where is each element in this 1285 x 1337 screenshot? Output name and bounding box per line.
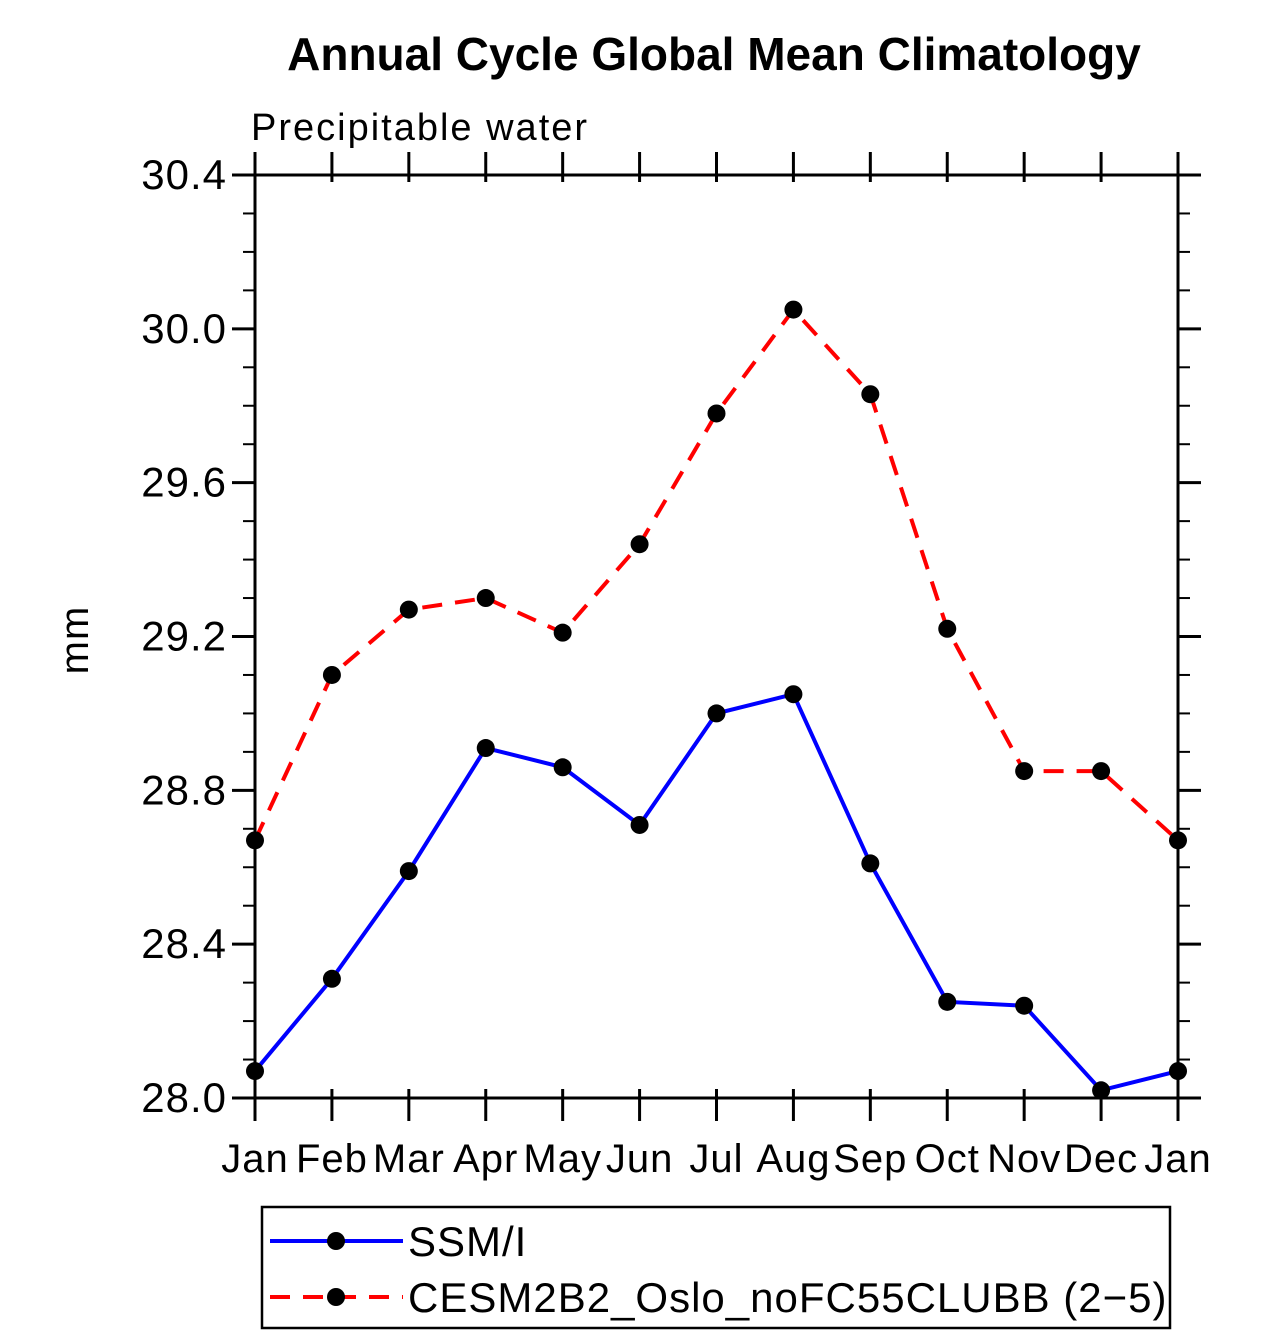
- x-tick-label: Mar: [373, 1137, 445, 1181]
- x-tick-label: Feb: [296, 1137, 368, 1181]
- x-tick-label: Nov: [987, 1137, 1061, 1181]
- series-line-1: [253, 306, 1180, 842]
- plot-border: [253, 173, 1180, 1100]
- y-tick-label: 30.0: [141, 305, 227, 352]
- chart-subtitle: Precipitable water: [251, 107, 589, 149]
- legend-label-ssmi: SSM/I: [408, 1218, 527, 1265]
- data-point-marker: [630, 815, 649, 834]
- data-point-marker: [476, 589, 495, 608]
- data-point-marker: [476, 739, 495, 758]
- legend-box: SSM/I CESM2B2_Oslo_noFC55CLUBB (2−5): [260, 1205, 1172, 1330]
- data-point-marker: [1092, 762, 1111, 781]
- data-point-marker: [938, 619, 957, 638]
- legend-border: [260, 1205, 1172, 1330]
- series-line-0: [253, 691, 1179, 1093]
- data-point-marker: [553, 623, 572, 642]
- data-point-marker: [322, 969, 341, 988]
- x-tick-label: Jul: [689, 1137, 743, 1181]
- data-point-marker: [784, 300, 803, 319]
- x-tick-label: Apr: [453, 1137, 518, 1181]
- x-tick-label: Jun: [606, 1137, 674, 1181]
- x-tick-label: Jan: [221, 1137, 289, 1181]
- data-point-marker: [630, 535, 649, 554]
- y-tick-label: 28.4: [141, 920, 227, 967]
- data-point-marker: [1169, 831, 1187, 850]
- data-point-marker: [1015, 996, 1034, 1015]
- data-point-marker: [1015, 762, 1034, 781]
- data-point-marker: [399, 600, 418, 619]
- x-tick-label: May: [523, 1137, 602, 1181]
- data-point-marker: [246, 1062, 264, 1081]
- x-tick-label: Aug: [756, 1137, 830, 1181]
- x-tick-label: Sep: [833, 1137, 907, 1181]
- data-point-marker: [1092, 1081, 1111, 1100]
- data-point-marker: [553, 758, 572, 777]
- data-point-marker: [707, 704, 726, 723]
- y-tick-label: 30.4: [141, 151, 227, 198]
- legend-label-cesm: CESM2B2_Oslo_noFC55CLUBB (2−5): [408, 1274, 1168, 1321]
- data-point-marker: [861, 385, 880, 404]
- data-point-marker: [399, 862, 418, 881]
- legend-marker-0: [327, 1232, 345, 1250]
- x-tick-label: Jan: [1144, 1137, 1212, 1181]
- y-axis-label: mm: [53, 606, 97, 675]
- y-tick-label: 28.8: [141, 766, 227, 813]
- legend-swatches: [270, 1232, 403, 1306]
- y-tick-label: 28.0: [141, 1074, 227, 1121]
- y-tick-label: 29.2: [141, 613, 227, 660]
- data-point-marker: [246, 831, 264, 850]
- x-tick-label: Dec: [1064, 1137, 1138, 1181]
- data-point-marker: [861, 854, 880, 873]
- data-point-marker: [784, 685, 803, 704]
- data-point-marker: [707, 404, 726, 423]
- data-point-marker: [1169, 1062, 1187, 1081]
- data-point-marker: [938, 992, 957, 1011]
- data-series: [246, 300, 1187, 1100]
- chart-title: Annual Cycle Global Mean Climatology: [287, 28, 1141, 80]
- x-tick-label: Oct: [915, 1137, 980, 1181]
- y-tick-label: 29.6: [141, 459, 227, 506]
- legend-marker-1: [327, 1288, 345, 1306]
- data-point-marker: [322, 665, 341, 684]
